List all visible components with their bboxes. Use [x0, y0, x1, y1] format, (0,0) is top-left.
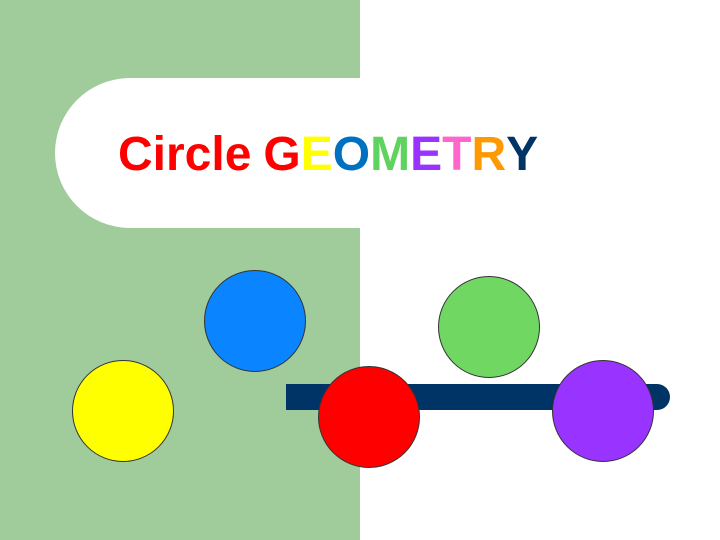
blue-circle [204, 270, 306, 372]
title-letter-e: E [300, 128, 333, 181]
purple-circle [552, 360, 654, 462]
title-letter-y: Y [506, 128, 539, 181]
title-banner [55, 78, 720, 228]
title-letter-r: R [471, 128, 507, 181]
title-word-circle: Circle [118, 128, 252, 181]
title-letter-o: O [332, 128, 371, 181]
red-circle [318, 366, 420, 468]
slide-title: Circle GEOMETRY [118, 120, 538, 190]
yellow-circle [72, 360, 174, 462]
green-circle [438, 276, 540, 378]
title-letter-t: T [442, 128, 472, 181]
title-letter-m: M [370, 128, 411, 181]
title-letter-g: G [263, 128, 301, 181]
title-letter-e2: E [410, 128, 443, 181]
